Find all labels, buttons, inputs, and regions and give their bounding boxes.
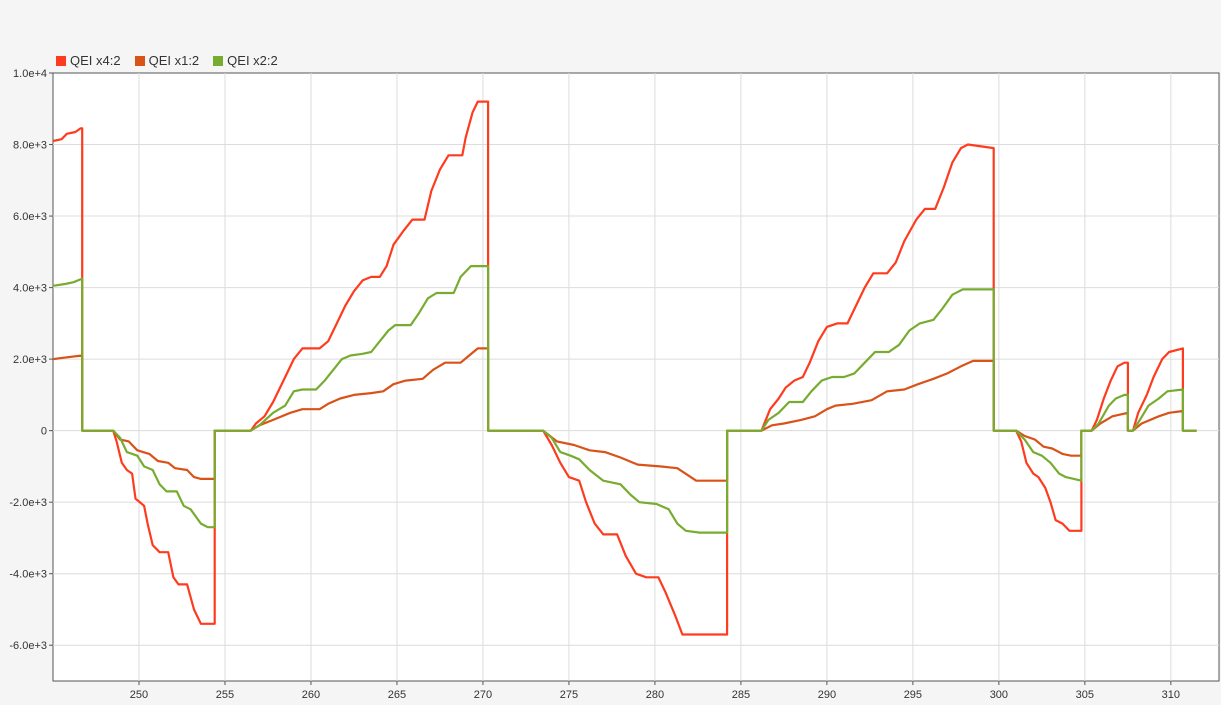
x-tick-label: 260	[302, 689, 320, 701]
y-tick-label: -2.0e+3	[9, 497, 47, 509]
series-line-qei-x4[interactable]	[53, 100, 1197, 636]
y-tick-label: 1.0e+4	[13, 68, 47, 80]
legend-label-qei-x4: QEI x4:2	[70, 53, 121, 68]
legend-swatch-qei-x4	[56, 55, 66, 66]
legend-label-qei-x2: QEI x2:2	[227, 53, 278, 68]
x-tick-label: 255	[216, 689, 234, 701]
x-tick-label: 300	[990, 689, 1008, 701]
y-tick-label: 4.0e+3	[13, 283, 47, 295]
y-tick-label: 2.0e+3	[13, 354, 47, 366]
x-axis: 250 255 260 265 270 275 280 285 290 295 300 305 310	[130, 681, 1180, 701]
y-axis: -6.0e+3 -4.0e+3 -2.0e+3 0 2.0e+3 4.0e+3 6.0e+3…	[9, 68, 53, 652]
y-tick-label: 8.0e+3	[13, 140, 47, 152]
x-tick-label: 305	[1076, 689, 1094, 701]
y-tick-label: 0	[41, 426, 47, 438]
legend-swatch-qei-x1	[134, 55, 145, 66]
plot-background	[52, 72, 1220, 682]
series-line-qei-x2[interactable]	[53, 265, 1197, 534]
legend-item-qei-x2[interactable]: QEI x2:2	[213, 53, 278, 68]
x-tick-label: 285	[732, 689, 750, 701]
grid-lines	[53, 73, 1219, 681]
series-line-qei-x1[interactable]	[53, 347, 1197, 482]
x-tick-label: 310	[1162, 689, 1180, 701]
x-tick-label: 250	[130, 689, 148, 701]
x-tick-label: 280	[646, 689, 664, 701]
x-tick-label: 295	[904, 689, 922, 701]
y-tick-label: 6.0e+3	[13, 211, 47, 223]
x-tick-label: 270	[474, 689, 492, 701]
legend-label-qei-x1: QEI x1:2	[148, 53, 200, 68]
legend-item-qei-x1[interactable]: QEI x1:2	[134, 53, 200, 68]
legend-swatch-qei-x2	[213, 55, 224, 66]
x-tick-label: 265	[388, 689, 406, 701]
y-tick-label: -4.0e+3	[9, 569, 47, 581]
x-tick-label: 290	[818, 689, 836, 701]
x-tick-label: 275	[560, 689, 578, 701]
legend-item-qei-x4[interactable]: QEI x4:2	[56, 53, 121, 68]
series-layer	[53, 100, 1197, 636]
y-tick-label: -6.0e+3	[9, 640, 47, 652]
legend: QEI x4:2 QEI x1:2 QEI x2:2	[56, 53, 278, 68]
